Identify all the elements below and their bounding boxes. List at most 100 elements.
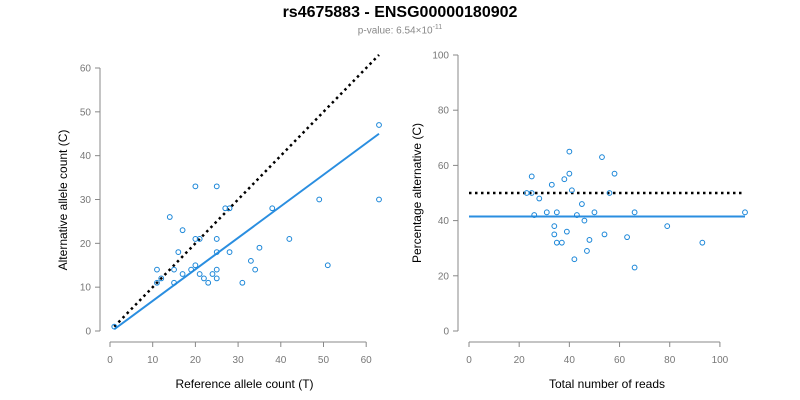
x-axis-label: Reference allele count (T)	[175, 377, 313, 391]
data-point	[111, 323, 118, 330]
x-tick-label: 100	[712, 355, 729, 366]
chart-title: rs4675883 - ENSG00000180902	[282, 4, 518, 21]
x-tick-label: 50	[318, 355, 330, 366]
data-point	[606, 190, 613, 196]
data-point	[566, 148, 573, 155]
data-point	[175, 249, 182, 256]
fit-line	[113, 132, 380, 331]
data-point	[252, 266, 259, 273]
data-point	[528, 190, 535, 196]
data-point	[528, 173, 535, 180]
x-tick-label: 20	[190, 355, 202, 366]
data-point	[558, 239, 565, 246]
data-point	[179, 271, 186, 277]
y-tick-label: 60	[80, 64, 92, 75]
data-point	[551, 223, 558, 230]
data-point	[256, 244, 263, 251]
pvalue-exponent: -11	[432, 24, 443, 31]
data-point	[551, 231, 558, 238]
data-point	[553, 209, 560, 216]
y-axis-label: Percentage alternative (C)	[410, 123, 424, 263]
y-tick-label: 50	[80, 107, 92, 118]
data-point	[742, 209, 748, 216]
data-point	[566, 170, 573, 177]
y-tick-label: 20	[438, 271, 450, 282]
x-tick-label: 0	[107, 355, 113, 366]
y-tick-label: 30	[80, 195, 92, 206]
data-point	[631, 264, 638, 271]
data-point	[239, 279, 246, 286]
y-tick-label: 0	[443, 327, 449, 338]
pvalue-subtitle: p-value: 6.54×10-11	[0, 24, 800, 36]
data-point	[579, 201, 585, 207]
data-point	[568, 187, 575, 194]
data-point	[179, 227, 186, 234]
data-point	[213, 266, 220, 273]
data-point	[376, 122, 382, 128]
data-point	[226, 249, 233, 256]
data-point	[286, 236, 293, 242]
y-axis-label: Alternative allele count (C)	[56, 130, 70, 271]
y-tick-label: 40	[80, 151, 92, 162]
data-point	[543, 209, 550, 216]
data-point	[192, 183, 199, 190]
data-point	[563, 228, 570, 235]
data-point	[213, 183, 220, 190]
x-tick-label: 60	[361, 355, 373, 366]
data-point	[192, 262, 199, 269]
data-point	[166, 214, 173, 220]
data-point	[631, 209, 638, 216]
data-point	[222, 205, 229, 212]
data-point	[531, 212, 538, 218]
x-tick-label: 30	[233, 355, 245, 366]
data-point	[599, 154, 605, 161]
x-tick-label: 60	[614, 355, 626, 366]
data-point	[209, 271, 216, 277]
data-point	[324, 262, 331, 269]
data-point	[269, 205, 276, 212]
data-point	[536, 195, 543, 202]
data-point	[171, 279, 177, 286]
data-point	[196, 236, 203, 242]
data-point	[192, 236, 199, 242]
x-axis-label: Total number of reads	[549, 377, 665, 391]
data-point	[548, 181, 555, 188]
data-point	[699, 239, 706, 246]
y-tick-label: 20	[80, 239, 92, 250]
data-point	[226, 205, 233, 212]
x-tick-label: 80	[664, 355, 676, 366]
data-point	[584, 248, 590, 254]
y-tick-label: 0	[85, 327, 91, 338]
data-point	[624, 234, 630, 241]
data-point	[664, 223, 671, 230]
data-point	[171, 266, 177, 273]
x-tick-label: 0	[466, 355, 472, 366]
x-tick-label: 10	[147, 355, 159, 366]
data-point	[553, 239, 560, 246]
data-point	[154, 279, 160, 286]
data-point	[581, 217, 588, 224]
y-tick-label: 10	[80, 283, 92, 294]
data-point	[154, 266, 160, 273]
pvalue-text: p-value: 6.54×10	[357, 25, 433, 37]
data-point	[158, 275, 165, 282]
data-point	[205, 279, 212, 286]
x-tick-label: 20	[514, 355, 526, 366]
data-point	[316, 196, 323, 203]
y-tick-label: 80	[438, 106, 450, 117]
y-tick-label: 60	[438, 161, 450, 172]
data-point	[601, 231, 608, 238]
x-tick-label: 40	[564, 355, 576, 366]
data-point	[213, 236, 220, 242]
data-point	[201, 275, 207, 282]
y-tick-label: 100	[432, 51, 449, 62]
data-point	[591, 209, 598, 216]
data-point	[248, 257, 254, 264]
y-tick-label: 40	[438, 216, 450, 227]
data-point	[571, 256, 578, 263]
data-point	[213, 249, 220, 256]
data-point	[196, 271, 203, 277]
data-point	[213, 275, 220, 282]
